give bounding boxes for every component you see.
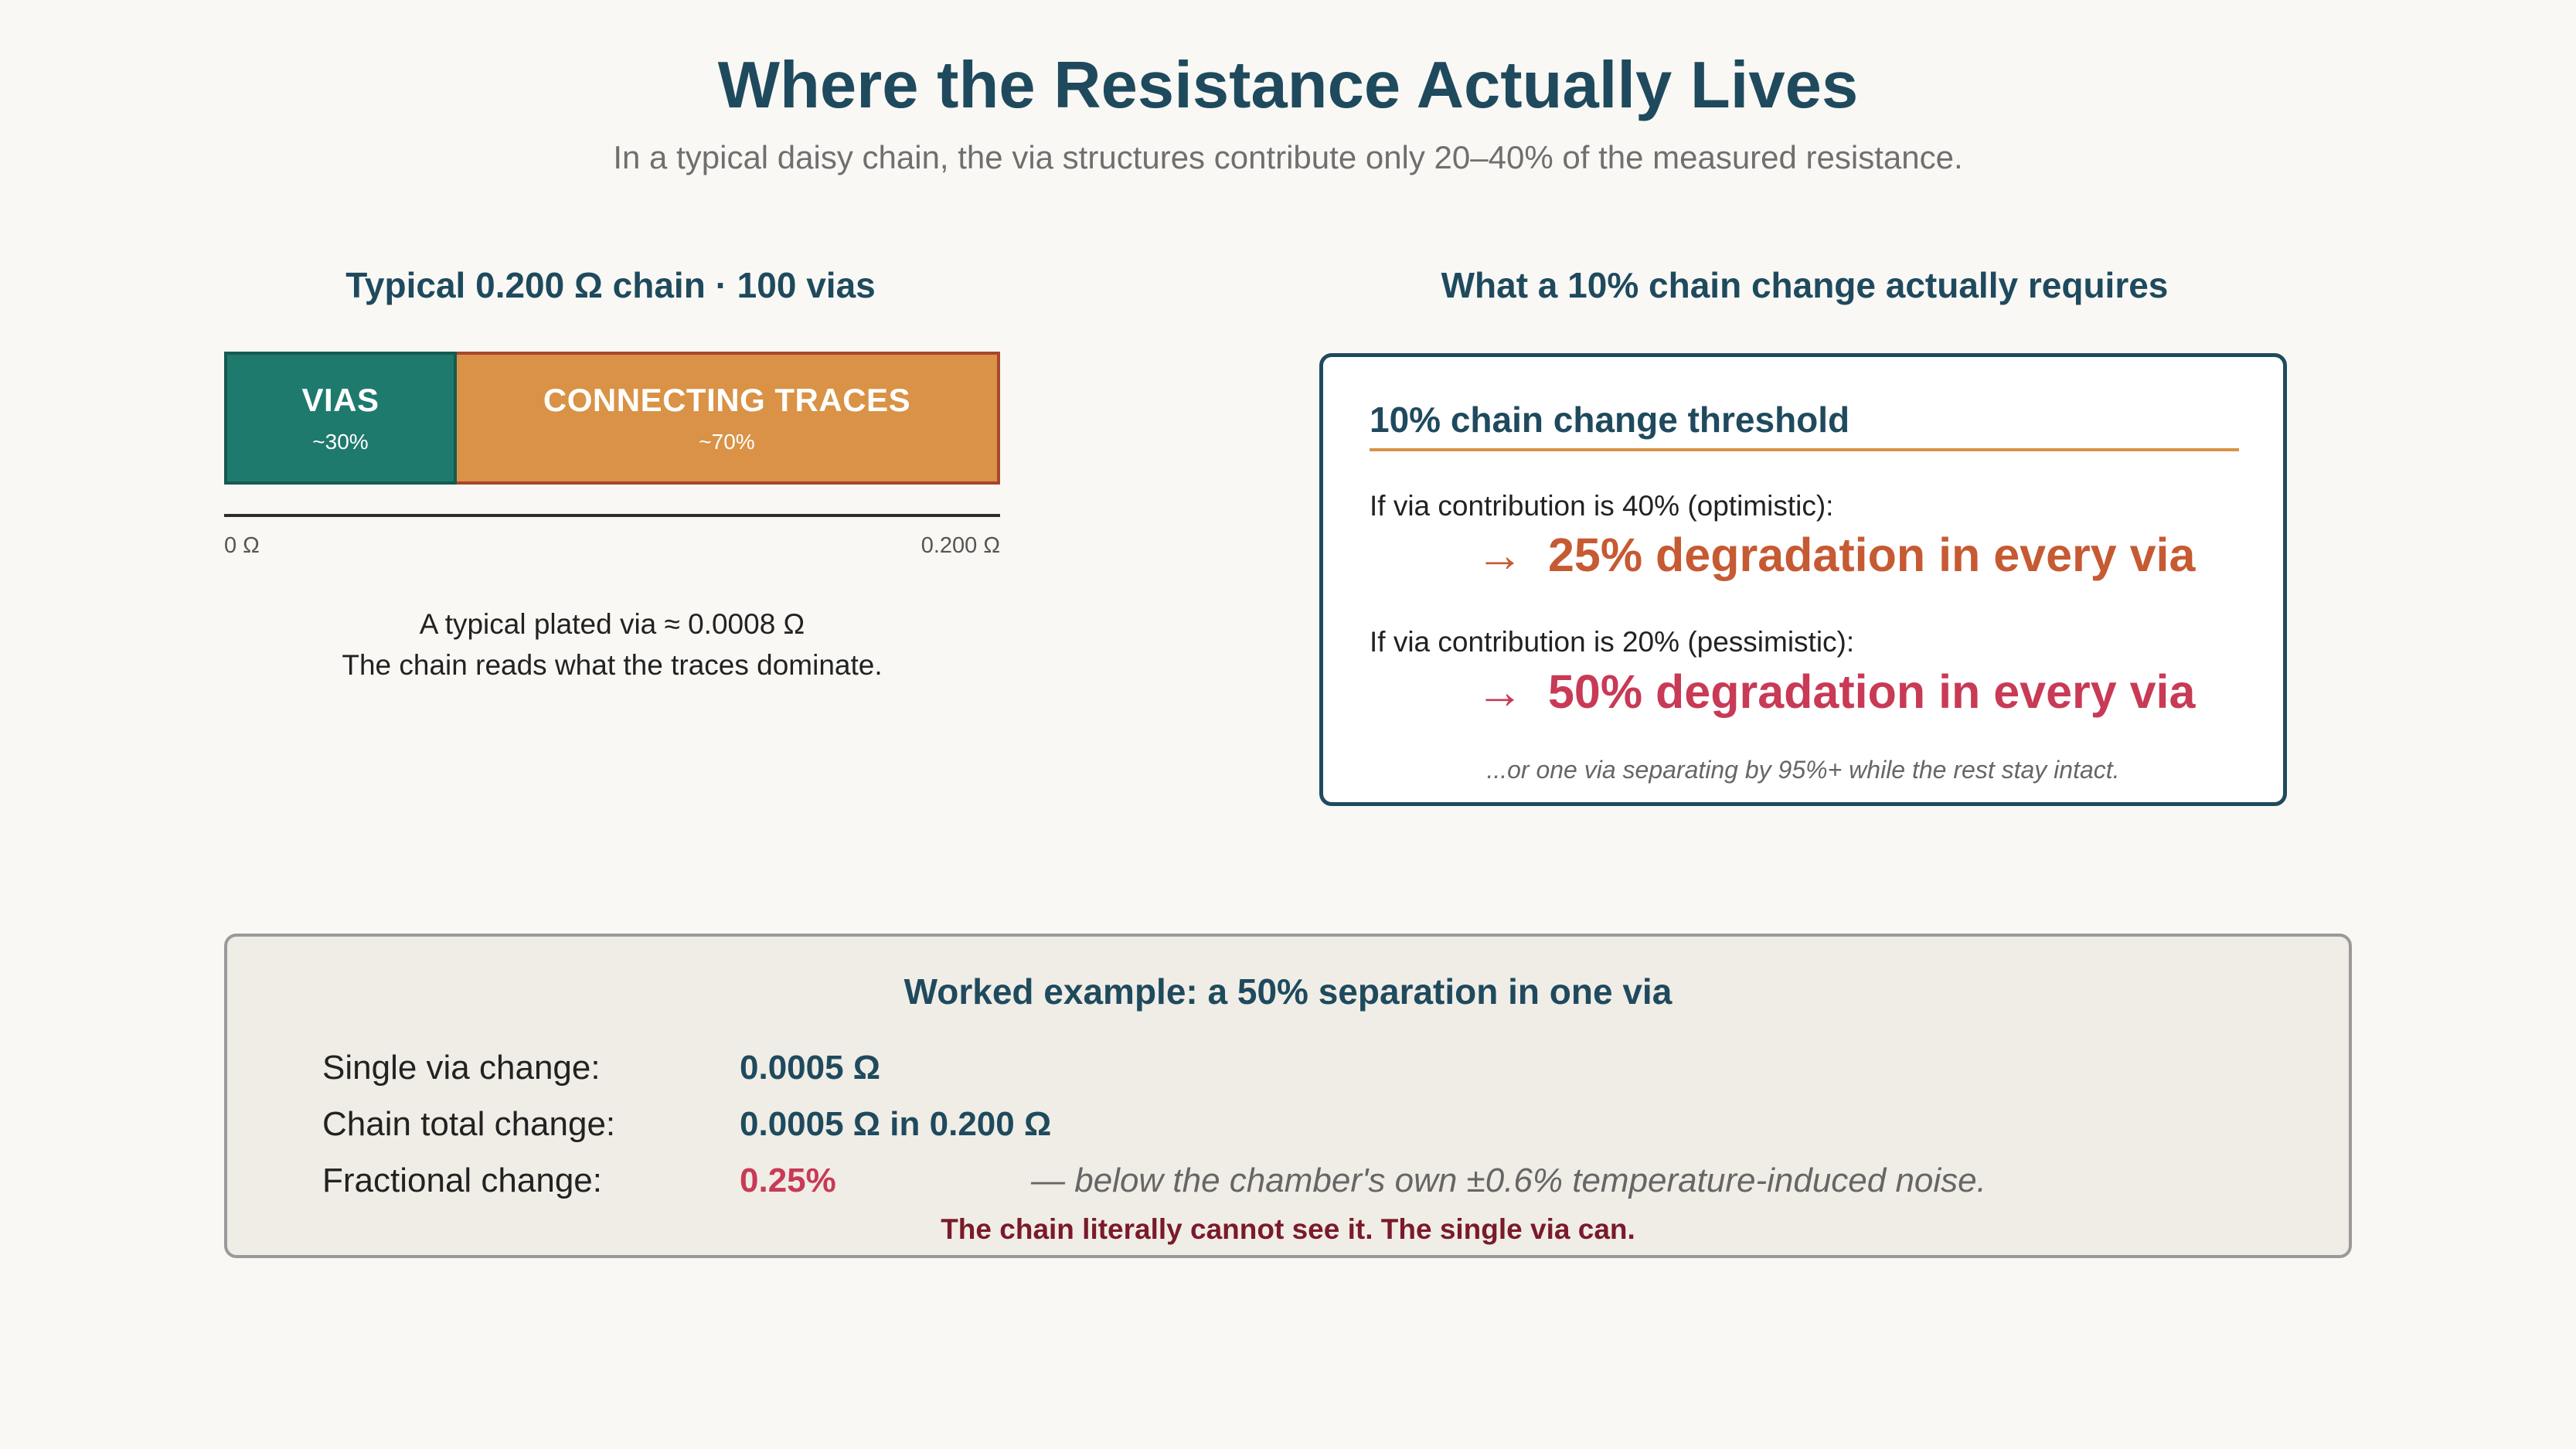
left-panel-title: Typical 0.200 Ω chain · 100 vias — [345, 265, 876, 305]
page-title: Where the Resistance Actually Lives — [717, 49, 1859, 122]
traces-segment-percent: ~70% — [699, 430, 755, 454]
arrow-right-icon: → — [1476, 529, 1523, 581]
fractional-change-value: 0.25% — [740, 1162, 836, 1199]
vias-segment-percent: ~30% — [312, 430, 369, 454]
resistance-axis-line — [224, 514, 1000, 517]
arrow-right-icon: → — [1476, 665, 1523, 718]
threshold-card-footnote: ...or one via separating by 95%+ while t… — [1486, 756, 2120, 784]
traces-segment: CONNECTING TRACES ~70% — [457, 352, 1000, 485]
threshold-card-heading: 10% chain change threshold — [1370, 400, 1850, 440]
optimistic-result-text: 25% degradation in every via — [1548, 529, 2196, 581]
optimistic-condition: If via contribution is 40% (optimistic): — [1370, 490, 1834, 522]
single-via-change-label: Single via change: — [322, 1049, 601, 1087]
threshold-card — [1319, 353, 2287, 806]
page-subtitle: In a typical daisy chain, the via struct… — [613, 139, 1963, 175]
right-panel-title: What a 10% chain change actually require… — [1441, 265, 2169, 305]
axis-min-label: 0 Ω — [224, 533, 260, 558]
optimistic-result: → 25% degradation in every via — [1476, 528, 2195, 582]
pessimistic-condition: If via contribution is 20% (pessimistic)… — [1370, 626, 1855, 658]
pessimistic-result: → 50% degradation in every via — [1476, 665, 2195, 719]
chain-total-change-value: 0.0005 Ω in 0.200 Ω — [740, 1105, 1052, 1143]
worked-example-conclusion: The chain literally cannot see it. The s… — [941, 1213, 1635, 1245]
vias-segment-label: VIAS — [301, 382, 379, 418]
traces-dominate-note: The chain reads what the traces dominate… — [342, 649, 883, 681]
vias-segment: VIAS ~30% — [224, 352, 457, 485]
axis-max-label: 0.200 Ω — [920, 533, 1000, 558]
pessimistic-result-text: 50% degradation in every via — [1548, 665, 2196, 718]
threshold-card-divider — [1370, 448, 2239, 451]
worked-example-title: Worked example: a 50% separation in one … — [903, 971, 1673, 1012]
resistance-stacked-bar: VIAS ~30% CONNECTING TRACES ~70% — [224, 352, 1000, 485]
fractional-change-note: — below the chamber's own ±0.6% temperat… — [1031, 1162, 1986, 1199]
chain-total-change-label: Chain total change: — [322, 1105, 616, 1143]
fractional-change-label: Fractional change: — [322, 1162, 602, 1199]
worked-example-box — [224, 934, 2352, 1258]
single-via-change-value: 0.0005 Ω — [740, 1049, 881, 1087]
traces-segment-label: CONNECTING TRACES — [543, 382, 911, 418]
via-resistance-note: A typical plated via ≈ 0.0008 Ω — [419, 608, 805, 640]
